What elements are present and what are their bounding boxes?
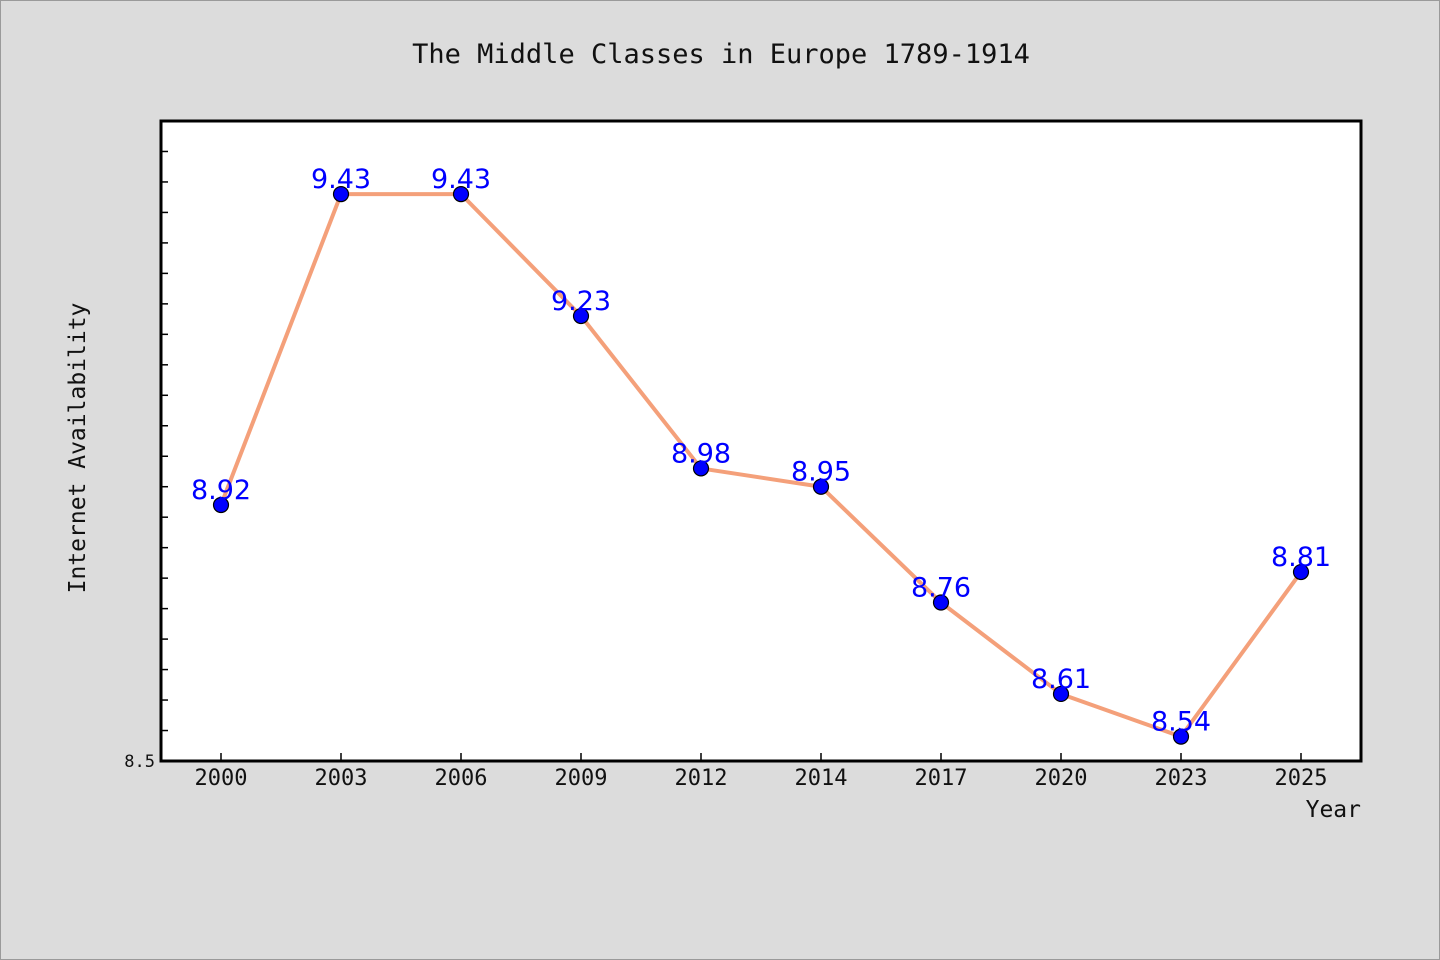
data-point [452,186,470,203]
plot-area [161,121,1361,761]
data-point [332,186,350,203]
x-tick-label: 2014 [795,766,848,791]
x-axis-label: Year [1306,797,1361,823]
x-tick-label: 2009 [555,766,608,791]
data-point [1292,563,1310,581]
data-point [1172,728,1190,745]
data-label-layer: 8.92 9.43 9.43 9.23 8.98 8.95 8.76 8.61 8.54 8.81 [191,164,1331,737]
data-label: 8.54 [1151,707,1211,738]
data-point [212,496,230,514]
series-line [219,192,1303,739]
data-label: 9.43 [431,164,491,195]
data-label: 9.43 [311,164,371,195]
y-axis-label: Internet Availability [65,303,91,594]
data-label: 9.23 [551,286,611,317]
data-point [572,307,590,325]
y-tick-label: 8.5 [124,752,155,772]
data-label: 8.76 [911,573,971,604]
x-tick-label: 2006 [435,766,488,791]
data-point [932,594,950,611]
x-tick-label: 2020 [1035,766,1088,791]
data-label: 8.92 [191,475,251,506]
data-label: 8.95 [791,457,851,488]
x-tick-label: 2017 [915,766,968,791]
data-label: 8.98 [671,438,731,469]
x-tick-label: 2000 [195,766,248,791]
x-tick-label: 2003 [315,766,368,791]
plot-frame [159,119,1363,763]
data-point [692,460,710,477]
series-layer [212,186,1310,745]
data-point [1052,685,1070,703]
x-tick-label: 2025 [1275,766,1328,791]
x-tick-label: 2023 [1155,766,1208,791]
chart-title: The Middle Classes in Europe 1789-1914 [412,39,1030,70]
data-label: 8.61 [1031,664,1091,695]
x-tick-label: 2012 [675,766,728,791]
data-label: 8.81 [1271,542,1331,573]
data-point [812,478,830,495]
